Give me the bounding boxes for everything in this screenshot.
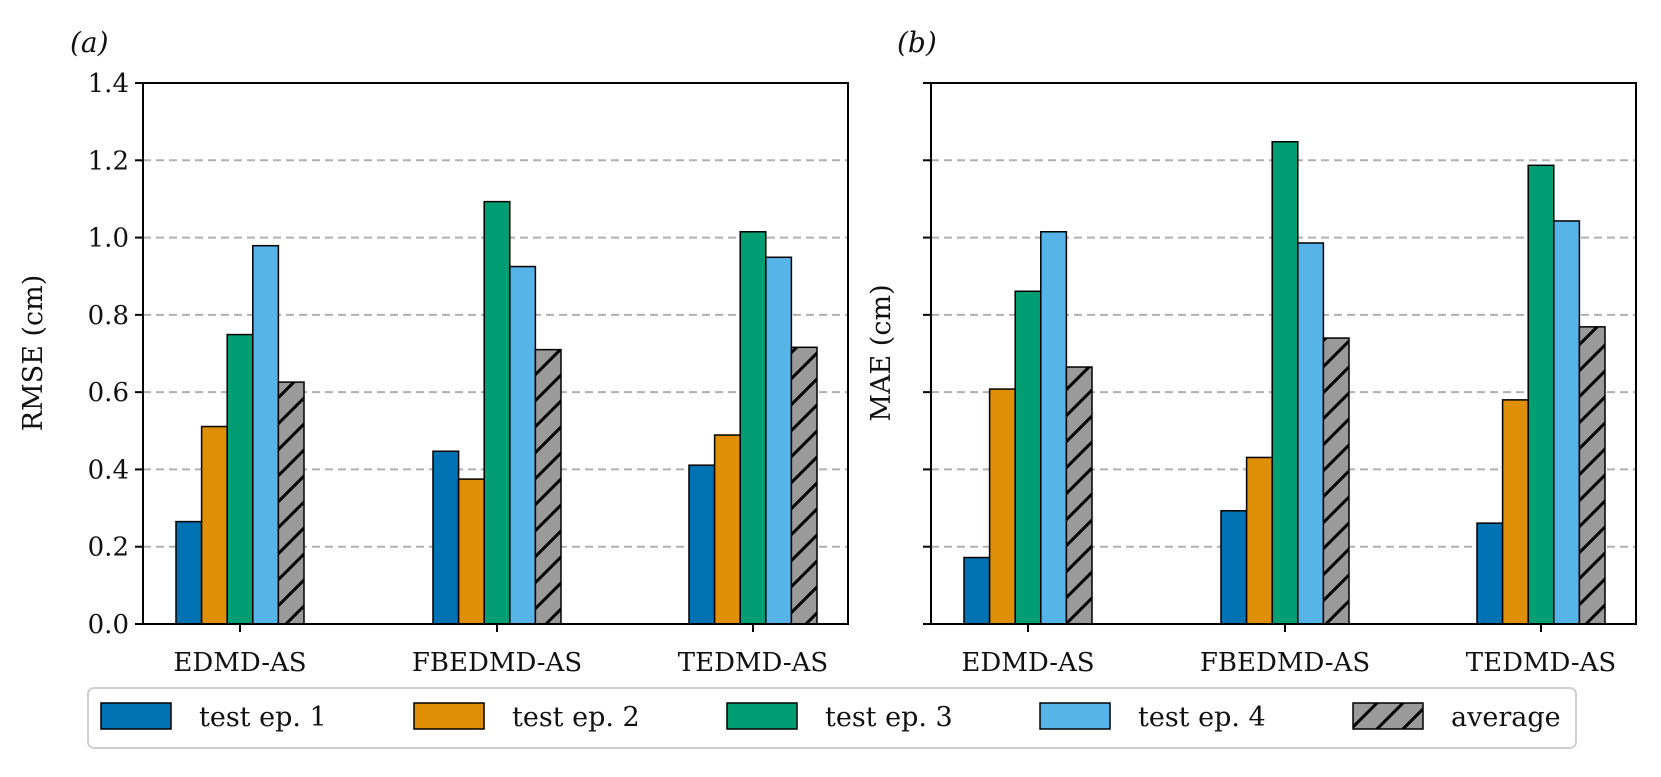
y-axis-title: MAE (cm)	[866, 284, 897, 421]
bar-1-edmd-as	[175, 520, 203, 625]
x-tick-label: EDMD-AS	[173, 648, 306, 678]
bar-5-fbedmd-as	[1322, 337, 1350, 625]
bar-4-tedmd-as	[765, 256, 793, 625]
y-tick-label: 0.2	[88, 533, 129, 563]
bar-5-edmd-as	[277, 381, 305, 625]
bar-5-fbedmd-as	[534, 348, 562, 625]
bar-3-fbedmd-as	[483, 200, 511, 625]
axes-frame	[142, 82, 849, 625]
bar-5-tedmd-as	[1578, 326, 1606, 625]
bar-4-edmd-as	[1040, 231, 1068, 625]
y-tick-label: 0.8	[88, 301, 129, 331]
panel-label: (b)	[897, 26, 937, 59]
bar-1-fbedmd-as	[432, 450, 460, 625]
bar-4-fbedmd-as	[509, 265, 537, 625]
x-tick-label: EDMD-AS	[961, 648, 1094, 678]
bar-4-edmd-as	[252, 244, 280, 625]
bar-3-tedmd-as	[739, 231, 767, 625]
bar-1-tedmd-as	[1476, 522, 1504, 625]
legend-label: test ep. 4	[1138, 702, 1266, 733]
y-tick-label: 1.4	[88, 69, 129, 99]
legend-label: test ep. 2	[512, 702, 640, 733]
x-tick-label: TEDMD-AS	[678, 648, 829, 678]
bar-3-edmd-as	[226, 333, 254, 625]
bar-1-edmd-as	[963, 556, 991, 625]
y-tick-label: 1.2	[88, 146, 129, 176]
bar-4-tedmd-as	[1553, 220, 1581, 625]
x-tick-label: TEDMD-AS	[1466, 648, 1617, 678]
bar-2-edmd-as	[988, 388, 1016, 625]
legend-label: test ep. 3	[825, 702, 953, 733]
y-tick-label: 0.6	[88, 378, 129, 408]
legend-swatch-4	[1039, 702, 1111, 730]
axes-frame	[930, 82, 1637, 625]
bar-2-edmd-as	[200, 425, 228, 625]
x-tick-label: FBEDMD-AS	[412, 648, 582, 678]
bar-5-tedmd-as	[790, 346, 818, 625]
legend-swatch-1	[100, 702, 172, 730]
y-tick-label: 0.4	[88, 455, 129, 485]
bar-1-fbedmd-as	[1220, 510, 1248, 625]
bar-5-edmd-as	[1065, 366, 1093, 625]
legend-swatch-5	[1352, 702, 1424, 730]
legend-label: test ep. 1	[199, 702, 327, 733]
y-tick-label: 1.0	[88, 224, 129, 254]
legend-swatch-2	[413, 702, 485, 730]
panel-label: (a)	[70, 26, 109, 59]
bar-3-tedmd-as	[1527, 164, 1555, 625]
bar-4-fbedmd-as	[1297, 242, 1325, 625]
y-axis-title: RMSE (cm)	[18, 275, 49, 432]
bar-3-edmd-as	[1014, 290, 1042, 625]
y-tick-label: 0.0	[88, 610, 129, 640]
bar-2-tedmd-as	[713, 434, 741, 625]
bar-2-tedmd-as	[1501, 399, 1529, 625]
bar-2-fbedmd-as	[1245, 456, 1273, 625]
x-tick-label: FBEDMD-AS	[1200, 648, 1370, 678]
bar-2-fbedmd-as	[457, 478, 485, 625]
bar-3-fbedmd-as	[1271, 140, 1299, 625]
legend-label: average	[1451, 702, 1561, 733]
legend-swatch-3	[726, 702, 798, 730]
bar-1-tedmd-as	[688, 464, 716, 625]
